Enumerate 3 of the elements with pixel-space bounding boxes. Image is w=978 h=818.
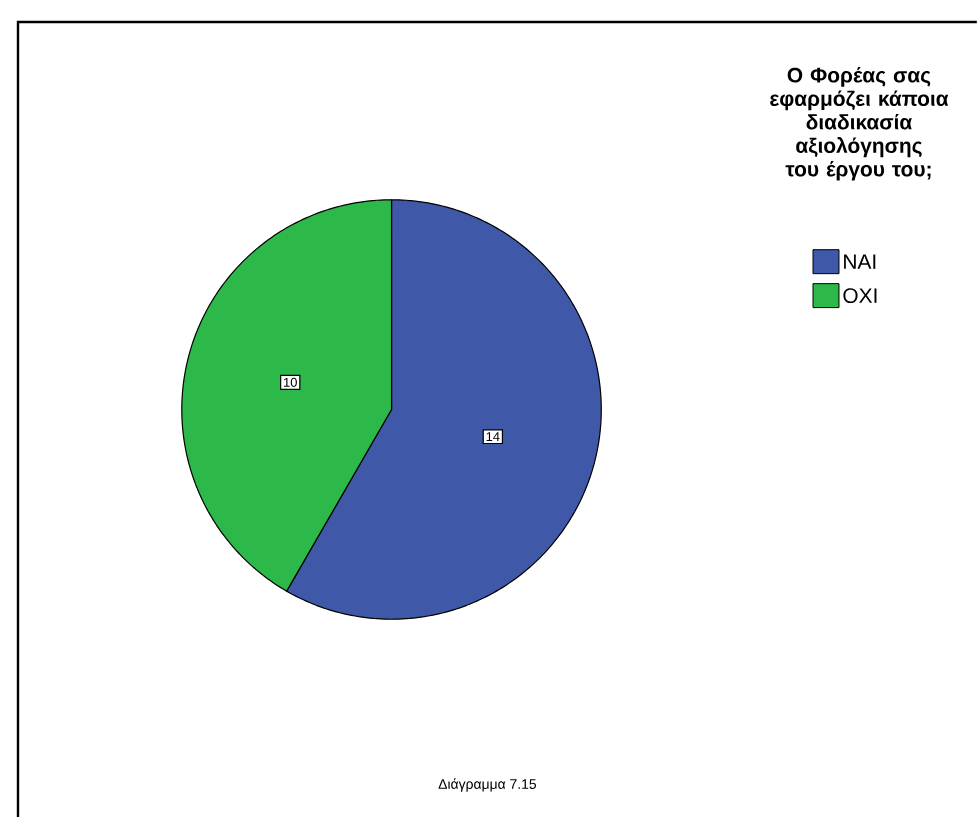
legend-label: ΟΧΙ [843, 288, 877, 303]
legend-title: Ο Φορέας σας εφαρμόζει κάποια διαδικασία αξιολόγησης του έργου του; [770, 66, 949, 181]
legend-label: ΝΑΙ [844, 254, 876, 269]
